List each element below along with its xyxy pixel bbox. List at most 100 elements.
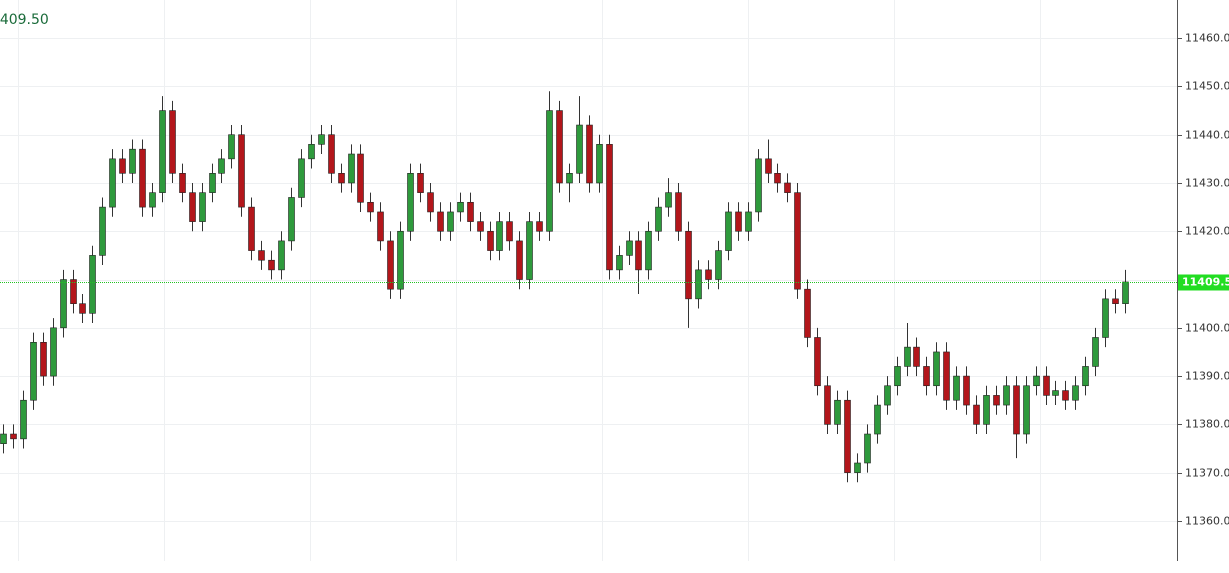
- candle-body: [794, 192, 801, 290]
- candle-body: [50, 327, 57, 377]
- candle-body: [546, 110, 553, 232]
- candle-body: [1092, 337, 1099, 367]
- candle-body: [834, 399, 841, 425]
- candle-body: [407, 173, 414, 232]
- candle-body: [536, 221, 543, 232]
- candle-body: [427, 192, 434, 213]
- candle-body: [40, 341, 47, 377]
- candle-body: [715, 250, 722, 280]
- candle-body: [1072, 385, 1079, 401]
- candle-body: [338, 173, 345, 184]
- candle-body: [675, 192, 682, 232]
- candle-body: [695, 269, 702, 300]
- candle-body: [685, 230, 692, 300]
- last-price-header: 11409.50: [0, 12, 49, 28]
- candle-body: [1102, 298, 1109, 338]
- candle-body: [705, 269, 712, 280]
- candle-body: [129, 148, 136, 174]
- candle-body: [477, 221, 484, 232]
- candle-body: [983, 395, 990, 425]
- candle-body: [377, 211, 384, 242]
- candle-body: [298, 158, 305, 198]
- candle-body: [387, 240, 394, 290]
- last-price-box: [1178, 274, 1229, 291]
- candle-body: [467, 201, 474, 222]
- candle-body: [923, 366, 930, 387]
- candle-body: [725, 211, 732, 251]
- candle-body: [784, 182, 791, 193]
- y-tick-label: 11460.00: [1185, 32, 1229, 45]
- y-tick-label: 11390.00: [1185, 370, 1229, 383]
- candle-body: [487, 230, 494, 251]
- candle-body: [417, 173, 424, 193]
- candle-body: [526, 221, 533, 280]
- candle-body: [1003, 385, 1010, 406]
- candle-body: [357, 153, 364, 203]
- candle-body: [506, 221, 513, 242]
- candle-body: [0, 433, 7, 444]
- y-tick-label: 11430.00: [1185, 177, 1229, 190]
- candle-body: [1122, 281, 1129, 304]
- y-tick-label: 11450.00: [1185, 80, 1229, 93]
- candle-body: [516, 240, 523, 280]
- candle-body: [576, 124, 583, 174]
- candle-body: [804, 288, 811, 338]
- candle-body: [447, 211, 454, 232]
- candle-body: [844, 399, 851, 473]
- y-tick-label: 11420.00: [1185, 225, 1229, 238]
- last-price-label: 11409.50: [1182, 276, 1229, 289]
- candle-body: [228, 134, 235, 160]
- y-tick-label: 11400.00: [1185, 322, 1229, 335]
- candle-body: [238, 134, 245, 208]
- candle-body: [109, 158, 116, 208]
- candle-body: [665, 192, 672, 208]
- candle-body: [884, 385, 891, 406]
- candle-body: [904, 346, 911, 367]
- candle-body: [645, 230, 652, 271]
- candle-body: [566, 173, 573, 184]
- candle-body: [149, 192, 156, 208]
- candle-body: [953, 375, 960, 401]
- candle-body: [209, 173, 216, 193]
- candle-body: [626, 240, 633, 256]
- candle-body: [1043, 375, 1050, 396]
- candle-body: [616, 255, 623, 271]
- candle-body: [248, 206, 255, 251]
- candle-body: [189, 192, 196, 222]
- candle-body: [328, 134, 335, 174]
- candle-body: [755, 158, 762, 213]
- candle-body: [258, 250, 265, 261]
- candle-body: [437, 211, 444, 232]
- candle-body: [864, 433, 871, 464]
- candle-body: [496, 221, 503, 251]
- candle-body: [60, 279, 67, 329]
- candle-body: [367, 201, 374, 213]
- y-tick-label: 11440.00: [1185, 129, 1229, 142]
- candle-body: [586, 124, 593, 184]
- candle-body: [99, 206, 106, 256]
- y-tick-label: 11380.00: [1185, 418, 1229, 431]
- candle-body: [199, 192, 206, 222]
- candle-body: [774, 173, 781, 184]
- candle-body: [765, 158, 772, 174]
- candle-body: [348, 153, 355, 184]
- candle-body: [606, 144, 613, 271]
- candle-body: [119, 158, 126, 174]
- candle-body: [814, 337, 821, 387]
- candle-body: [159, 110, 166, 193]
- candle-body: [79, 303, 86, 314]
- candle-body: [1013, 385, 1020, 435]
- candle-body: [735, 211, 742, 232]
- candle-body: [933, 351, 940, 387]
- candle-body: [89, 255, 96, 314]
- candle-body: [1062, 390, 1069, 401]
- candle-body: [1023, 385, 1030, 435]
- candle-body: [169, 110, 176, 174]
- candle-body: [70, 279, 77, 304]
- candle-body: [973, 404, 980, 425]
- candle-body: [894, 366, 901, 387]
- candle-body: [457, 201, 464, 213]
- candle-body: [308, 144, 315, 160]
- y-tick-label: 11360.00: [1185, 515, 1229, 528]
